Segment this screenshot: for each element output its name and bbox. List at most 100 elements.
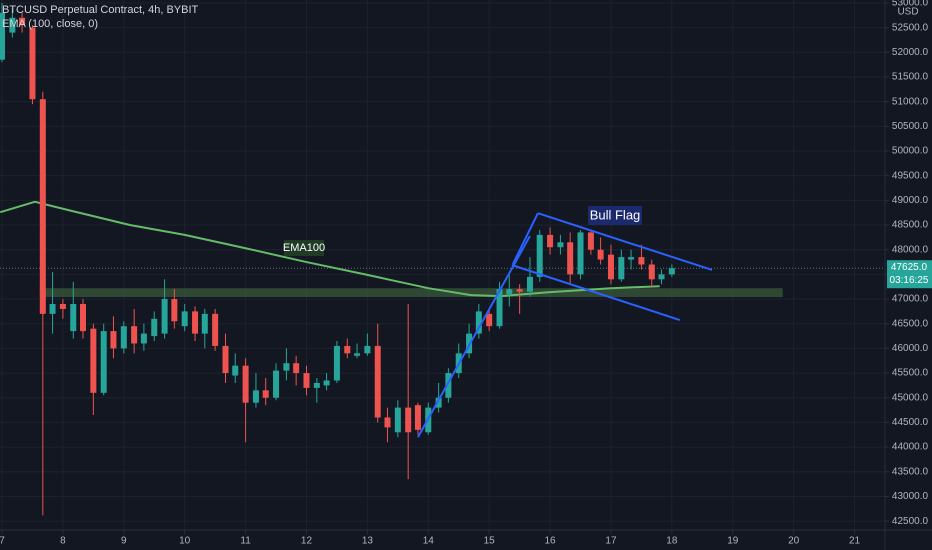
y-tick-label: 50500.0	[892, 121, 929, 132]
candle-body	[293, 363, 300, 374]
candle-body	[273, 370, 280, 398]
candle-body	[262, 390, 269, 398]
candle-body	[516, 289, 523, 292]
candle-body	[100, 331, 107, 393]
plot-area	[0, 0, 885, 530]
candle-body	[171, 299, 178, 322]
y-tick-label: 49500.0	[892, 170, 929, 181]
candle-body	[9, 17, 16, 33]
x-tick-label: 8	[60, 536, 66, 547]
x-tick-label: 15	[484, 536, 496, 547]
x-tick-label: 13	[362, 536, 374, 547]
y-tick-label: 47000.0	[892, 294, 929, 305]
candle-body	[323, 380, 330, 386]
candle-body	[354, 353, 361, 356]
candle-body	[192, 311, 199, 334]
candle-body	[475, 311, 482, 334]
candle-body	[80, 303, 87, 332]
candle-body	[19, 17, 26, 26]
y-axis-label: USD	[897, 7, 918, 18]
candle-body	[333, 345, 340, 381]
trend-line	[537, 212, 713, 271]
y-tick-label: 43500.0	[892, 466, 929, 477]
candle-body	[39, 99, 46, 314]
x-tick-label: 14	[423, 536, 435, 547]
x-tick-label: 21	[849, 536, 861, 547]
trend-line	[511, 264, 681, 321]
y-tick-label: 51000.0	[892, 96, 929, 107]
y-tick-label: 49000.0	[892, 195, 929, 206]
candle-body	[222, 345, 229, 374]
candle-body	[526, 276, 533, 292]
candle-body	[151, 318, 158, 337]
x-tick-label: 12	[301, 536, 313, 547]
candle-body	[405, 407, 412, 433]
chart-title: BTCUSD Perpetual Contract, 4h, BYBIT	[2, 4, 199, 16]
candle-body	[70, 303, 77, 332]
y-tick-label: 44000.0	[892, 442, 929, 453]
x-tick-label: 19	[727, 536, 739, 547]
candle-body	[414, 405, 421, 430]
candle-body	[303, 373, 310, 388]
candle-body	[90, 328, 97, 393]
candle-body	[29, 27, 36, 100]
y-tick-label: 48000.0	[892, 244, 929, 255]
candle-body	[658, 274, 665, 280]
price-countdown: 03:16:25	[890, 275, 929, 286]
candle-body	[344, 345, 351, 354]
y-tick-label: 46500.0	[892, 318, 929, 329]
candle-body	[567, 242, 574, 275]
candle-body	[161, 299, 168, 334]
annotation-box	[588, 206, 642, 225]
annotation: Bull Flag	[590, 207, 641, 222]
y-tick-label: 42500.0	[892, 516, 929, 527]
y-tick-label: 50000.0	[892, 146, 929, 157]
y-tick-label: 44500.0	[892, 417, 929, 428]
candle-body	[496, 289, 503, 327]
candle-body	[668, 268, 675, 275]
candle-body	[547, 234, 554, 248]
candle-body	[577, 232, 584, 275]
x-tick-label: 17	[605, 536, 617, 547]
ema-line	[0, 200, 660, 298]
x-tick-label: 10	[179, 536, 191, 547]
candle-body	[536, 234, 543, 277]
candle-body	[140, 333, 147, 344]
x-tick-label: 9	[121, 536, 127, 547]
candle-body	[110, 331, 117, 349]
x-tick-label: 11	[240, 536, 251, 547]
y-tick-label: 43000.0	[892, 491, 929, 502]
x-tick-label: 7	[0, 536, 5, 547]
y-tick-label: 52500.0	[892, 22, 929, 33]
y-tick-label: 52000.0	[892, 47, 929, 58]
x-tick-label: 20	[788, 536, 800, 547]
y-tick-label: 48500.0	[892, 220, 929, 231]
candle-body	[384, 417, 391, 428]
candle-body	[131, 326, 138, 344]
price-label: 47625.0	[891, 262, 928, 273]
trend-line	[512, 212, 539, 265]
candle-body	[283, 363, 290, 371]
x-tick-label: 18	[666, 536, 678, 547]
y-tick-label: 45000.0	[892, 392, 929, 403]
candle-body	[201, 313, 208, 334]
candle-body	[587, 232, 594, 250]
candle-body	[394, 407, 401, 433]
y-tick-label: 51500.0	[892, 72, 929, 83]
candle-body	[648, 264, 655, 280]
candle-body	[638, 257, 645, 265]
y-tick-label: 53000.0	[892, 0, 929, 9]
candle-body	[628, 257, 635, 260]
candle-body	[181, 311, 188, 327]
candle-body	[435, 397, 442, 408]
candle-body	[59, 303, 66, 309]
candle-body	[252, 390, 259, 403]
candle-body	[49, 303, 56, 314]
candle-body	[313, 382, 320, 388]
y-tick-label: 46000.0	[892, 343, 929, 354]
candle-body	[557, 242, 564, 248]
trend-line	[417, 235, 531, 438]
annotation: EMA100	[283, 242, 325, 254]
